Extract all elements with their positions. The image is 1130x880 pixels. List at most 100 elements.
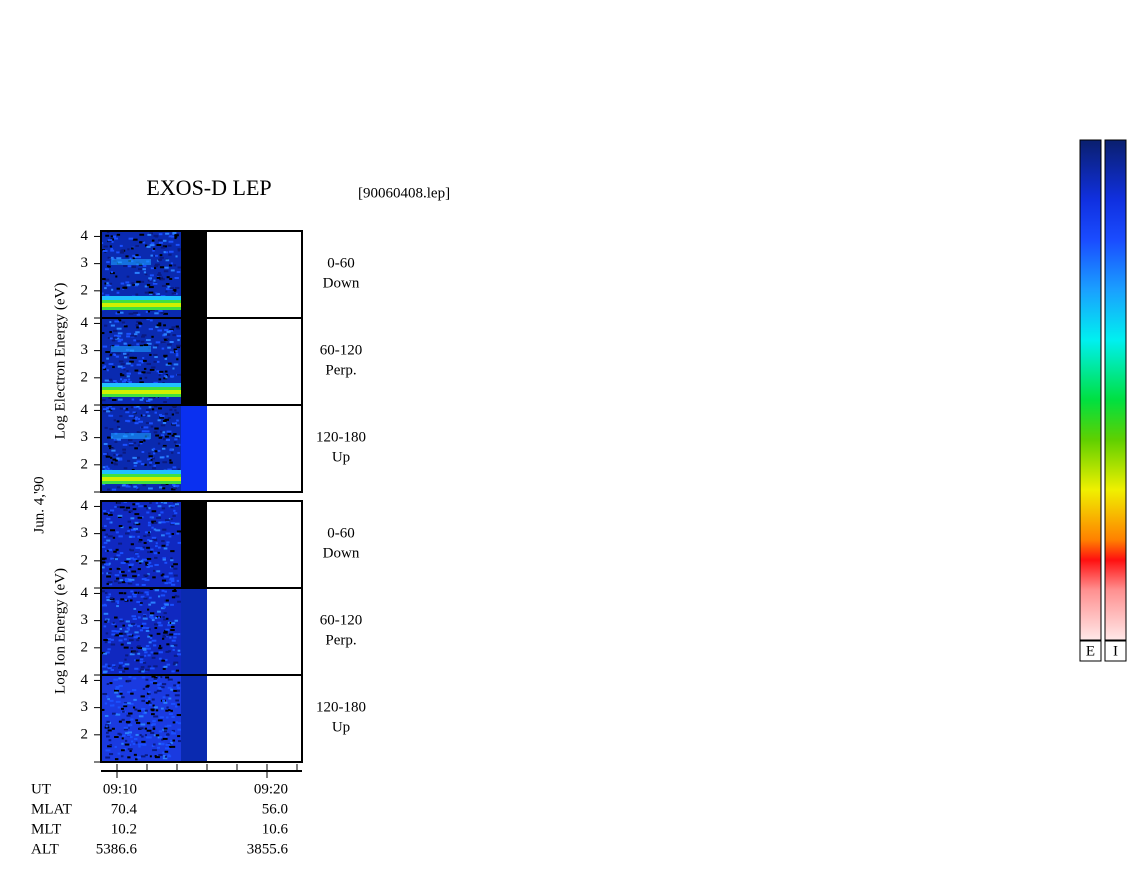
- spectrogram-pixel: [158, 239, 163, 242]
- spectrogram-pixel: [127, 702, 131, 705]
- spectrogram-pixel: [164, 357, 168, 360]
- spectrogram-pixel: [118, 677, 123, 680]
- spectrogram-pixel: [164, 630, 168, 633]
- spectrogram-pixel: [120, 755, 124, 758]
- spectrogram-pixel: [140, 666, 145, 669]
- spectrogram-pixel: [142, 661, 147, 664]
- spectrogram-pixel: [107, 467, 110, 470]
- spectrogram-pixel: [114, 505, 117, 508]
- spectrogram-pixel: [162, 421, 167, 424]
- spectrogram-pixel: [133, 522, 138, 525]
- panel-angle: 0-60: [327, 525, 355, 541]
- spectrogram-pixel: [128, 624, 133, 627]
- spectrogram-pixel: [144, 505, 147, 508]
- spectrogram-pixel: [176, 271, 181, 274]
- spectrogram-pixel: [162, 728, 167, 731]
- spectrogram-pixel: [113, 380, 117, 383]
- spectrogram-pixel: [140, 335, 145, 338]
- spectrogram-pixel: [164, 747, 170, 750]
- spectrogram-pixel: [127, 582, 131, 585]
- spectrogram-pixel: [136, 343, 140, 346]
- spectrogram-pixel: [134, 447, 138, 450]
- spectrogram-pixel: [146, 729, 152, 732]
- spectrogram-pixel: [162, 461, 168, 464]
- spectrogram-pixel: [106, 512, 110, 515]
- spectrogram-pixel: [173, 654, 179, 657]
- spectrogram-pixel: [153, 279, 156, 282]
- spectrogram-pixel: [170, 709, 173, 712]
- spectrogram-pixel: [119, 618, 123, 621]
- spectrogram-pixel: [118, 632, 124, 635]
- spectrogram-pixel: [165, 628, 170, 631]
- spectrogram-pixel: [139, 655, 144, 658]
- spectrogram-pixel: [126, 362, 131, 365]
- spectrogram-pixel: [169, 633, 174, 636]
- spectrogram-pixel: [135, 559, 141, 562]
- spectrogram-pixel: [108, 363, 114, 366]
- spectrogram-pixel: [122, 624, 125, 627]
- spectrogram-pixel: [152, 576, 156, 579]
- spectrogram-pixel: [134, 591, 138, 594]
- spectrogram-pixel: [149, 368, 155, 371]
- spectrogram-pixel: [131, 615, 137, 618]
- spectrogram-pixel: [106, 539, 111, 542]
- spectrogram-pixel: [106, 488, 111, 491]
- spectrogram-pixel: [163, 419, 167, 422]
- spectrogram-pixel: [176, 687, 181, 690]
- spectrogram-pixel: [120, 282, 125, 285]
- spectrogram-pixel: [164, 750, 169, 753]
- spectrogram-pixel: [155, 545, 158, 548]
- spectrogram-pixel: [132, 503, 136, 506]
- spectrogram-pixel: [134, 284, 138, 287]
- spectrogram-pixel: [128, 578, 131, 581]
- spectrogram-pixel: [172, 648, 175, 651]
- spectrogram-pixel: [122, 632, 127, 635]
- spectrogram-pixel: [174, 522, 180, 525]
- spectrogram-pixel: [106, 735, 110, 738]
- spectrogram-pixel: [173, 574, 178, 577]
- spectrogram-pixel: [123, 705, 128, 708]
- y-tick-label: 3: [81, 699, 89, 715]
- spectrogram-pixel: [176, 530, 182, 533]
- spectrogram-pixel: [115, 687, 120, 690]
- spectrogram-pixel: [117, 706, 121, 709]
- spectrogram-pixel: [136, 460, 142, 463]
- spectrogram-pixel: [166, 330, 171, 333]
- spectrogram-pixel: [116, 554, 121, 557]
- spectrogram-pixel: [131, 398, 135, 401]
- spectrogram-pixel: [177, 248, 181, 251]
- spectrogram-pixel: [149, 274, 154, 277]
- spectrogram-pixel: [103, 625, 107, 628]
- spectrogram-pixel: [161, 637, 165, 640]
- spectrogram-pixel: [130, 582, 133, 585]
- spectrogram-pixel: [115, 700, 121, 703]
- spectrogram-pixel: [126, 722, 130, 725]
- spectrogram-pixel: [170, 625, 175, 628]
- spectrogram-pixel: [177, 728, 182, 731]
- spectrogram-pixel: [157, 442, 161, 445]
- spectrogram-pixel: [164, 483, 169, 486]
- spectrogram-pixel: [118, 427, 121, 430]
- spectrogram-pixel: [121, 696, 125, 699]
- spectrogram-pixel: [136, 756, 142, 759]
- spectrogram-pixel: [147, 310, 150, 313]
- spectrogram-pixel: [121, 366, 126, 369]
- spectrogram-pixel: [175, 595, 180, 598]
- spectrogram-pixel: [160, 434, 165, 437]
- spectrogram-pixel: [153, 682, 158, 685]
- spectrogram-pixel: [157, 449, 161, 452]
- spectrogram-pixel: [158, 322, 162, 325]
- spectrogram-pixel: [125, 739, 128, 742]
- spectrogram-pixel: [114, 558, 119, 561]
- spectrogram-pixel: [135, 583, 139, 586]
- spectrogram-pixel: [138, 322, 143, 325]
- panel-frame: [100, 404, 303, 493]
- spectrogram-pixel: [121, 742, 124, 745]
- spectrogram-pixel: [127, 724, 133, 727]
- spectrogram-pixel: [174, 409, 177, 412]
- spectrogram-pixel: [174, 512, 178, 515]
- spectrogram-pixel: [175, 444, 179, 447]
- spectrogram-pixel: [165, 376, 168, 379]
- spectrogram-pixel: [160, 607, 165, 610]
- spectrogram-pixel: [116, 420, 120, 423]
